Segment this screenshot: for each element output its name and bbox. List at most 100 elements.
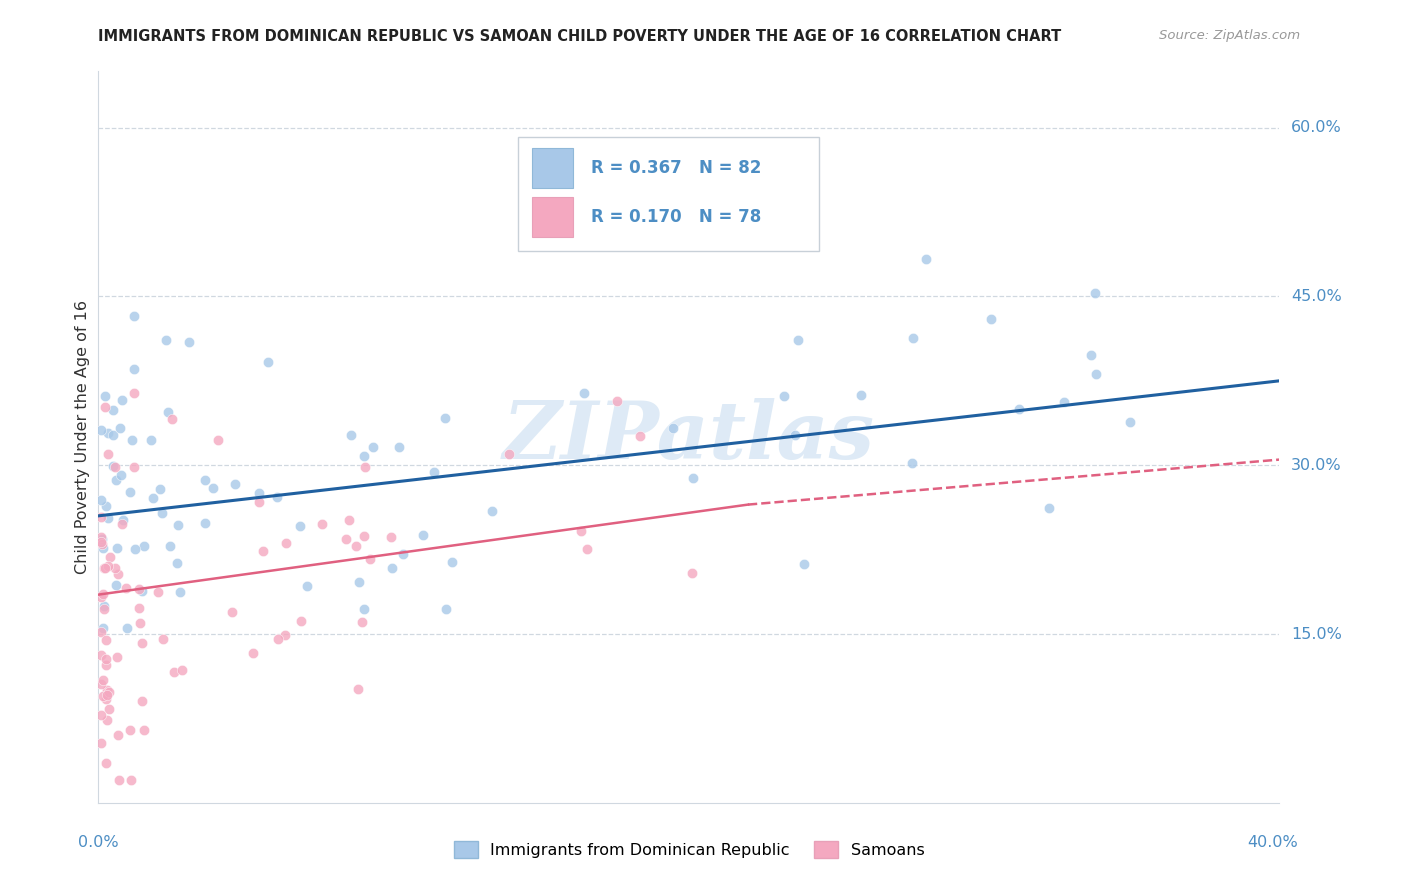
Point <box>131 636 153 650</box>
Point <box>347 574 370 589</box>
Point <box>682 470 704 484</box>
Point <box>131 583 153 598</box>
Point <box>90 708 112 723</box>
Point <box>166 556 188 570</box>
Point <box>94 652 117 666</box>
Point <box>423 465 446 479</box>
Point <box>94 632 117 647</box>
Point <box>103 458 125 473</box>
Point <box>288 519 311 533</box>
Point <box>335 532 357 546</box>
Point <box>194 516 217 530</box>
Point <box>169 584 191 599</box>
Point <box>93 601 115 615</box>
Point <box>170 663 193 677</box>
Text: IMMIGRANTS FROM DOMINICAN REPUBLIC VS SAMOAN CHILD POVERTY UNDER THE AGE OF 16 C: IMMIGRANTS FROM DOMINICAN REPUBLIC VS SA… <box>98 29 1062 44</box>
Text: 40.0%: 40.0% <box>1247 836 1298 850</box>
Point <box>107 728 129 742</box>
Point <box>124 542 146 557</box>
Point <box>224 476 246 491</box>
Point <box>96 713 118 727</box>
Point <box>122 459 145 474</box>
Text: 45.0%: 45.0% <box>1291 289 1341 304</box>
FancyBboxPatch shape <box>517 137 818 251</box>
Text: 0.0%: 0.0% <box>79 836 118 850</box>
Point <box>93 587 115 601</box>
Point <box>606 393 628 408</box>
Point <box>901 456 924 470</box>
FancyBboxPatch shape <box>531 197 574 237</box>
Text: 15.0%: 15.0% <box>1291 626 1343 641</box>
Point <box>94 500 117 514</box>
Point <box>267 632 290 646</box>
Point <box>661 421 683 435</box>
Point <box>115 621 138 635</box>
Point <box>207 433 229 447</box>
Point <box>90 493 112 508</box>
Point <box>849 388 872 402</box>
Point <box>221 605 243 619</box>
Point <box>412 528 434 542</box>
Point <box>152 632 174 646</box>
Point <box>1118 415 1140 429</box>
FancyBboxPatch shape <box>531 148 574 188</box>
Point <box>142 491 165 505</box>
Point <box>787 333 810 347</box>
Point <box>110 421 132 435</box>
Point <box>128 582 150 596</box>
Point <box>793 557 815 571</box>
Point <box>122 309 145 323</box>
Point <box>94 400 117 414</box>
Point <box>90 648 112 663</box>
Point <box>90 510 112 524</box>
Point <box>353 529 375 543</box>
Point <box>160 412 183 426</box>
Point <box>572 385 595 400</box>
Point <box>110 468 132 483</box>
Point <box>91 690 114 704</box>
Point <box>141 433 163 447</box>
Point <box>344 539 367 553</box>
Text: Source: ZipAtlas.com: Source: ZipAtlas.com <box>1160 29 1301 42</box>
Point <box>118 485 141 500</box>
Point <box>163 665 186 680</box>
Point <box>381 560 404 574</box>
Point <box>112 513 135 527</box>
Point <box>901 331 924 345</box>
Point <box>128 601 150 615</box>
Point <box>361 440 384 454</box>
Point <box>94 756 117 770</box>
Point <box>93 599 115 613</box>
Point <box>105 541 128 556</box>
Point <box>156 405 179 419</box>
Point <box>111 392 134 407</box>
Point <box>434 601 457 615</box>
Point <box>122 361 145 376</box>
Point <box>146 585 169 599</box>
Point <box>101 402 124 417</box>
Point <box>104 561 127 575</box>
Point <box>96 658 118 673</box>
Text: 30.0%: 30.0% <box>1291 458 1341 473</box>
Point <box>1084 367 1107 381</box>
Point <box>97 685 120 699</box>
Point <box>433 411 456 425</box>
Point <box>97 447 120 461</box>
Point <box>129 616 152 631</box>
Point <box>569 524 592 538</box>
Point <box>90 423 112 437</box>
Point <box>311 517 333 532</box>
Point <box>1080 348 1102 362</box>
Point <box>122 385 145 400</box>
Point <box>90 677 112 691</box>
Point <box>257 355 280 369</box>
Point <box>575 541 598 556</box>
Legend: Immigrants from Dominican Republic, Samoans: Immigrants from Dominican Republic, Samo… <box>447 835 931 864</box>
Point <box>93 561 115 575</box>
Point <box>91 533 114 547</box>
Point <box>274 627 297 641</box>
Point <box>353 449 375 463</box>
Point <box>681 566 703 580</box>
Y-axis label: Child Poverty Under the Age of 16: Child Poverty Under the Age of 16 <box>75 300 90 574</box>
Point <box>132 539 155 553</box>
